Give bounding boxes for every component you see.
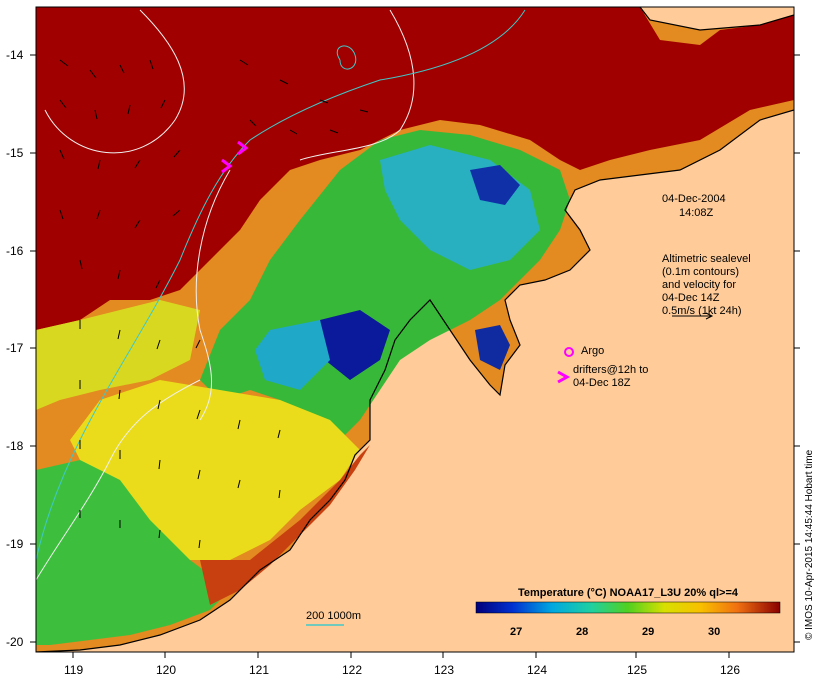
axis-ticks [30, 54, 800, 658]
lon-label: 124 [527, 663, 547, 677]
colorbar-title: Temperature (°C) NOAA17_L3U 20% ql>=4 [518, 587, 739, 599]
drifter-legend: drifters@12h to 04-Dec 18Z [557, 364, 648, 389]
lon-label: 121 [249, 663, 269, 677]
lon-label: 125 [627, 663, 647, 677]
lat-label: -16 [6, 244, 24, 258]
time-label: 14:08Z [679, 207, 714, 219]
coastline [36, 7, 794, 652]
lat-label: -20 [6, 635, 24, 649]
scale-arrowhead-icon [705, 312, 714, 320]
blue-patch-center [320, 310, 390, 380]
warm-water-region [36, 7, 794, 330]
green-region-sw [36, 460, 230, 645]
latitude-labels: -14 -15 -16 -17 -18 -19 -20 [6, 48, 24, 649]
colorbar-tick: 30 [708, 626, 720, 638]
cyan-patch-center [255, 320, 330, 390]
altimetry-line: and velocity for [662, 279, 736, 291]
colorbar-tick: 29 [642, 626, 654, 638]
date-label: 04-Dec-2004 [662, 193, 726, 205]
argo-label: Argo [581, 345, 604, 357]
lon-label: 120 [156, 663, 176, 677]
lon-label: 119 [64, 663, 83, 677]
lon-label: 122 [342, 663, 362, 677]
depth-contours [36, 9, 526, 561]
drifter-markers [221, 140, 249, 174]
lon-label: 126 [720, 663, 740, 677]
sealevel-contours [36, 9, 415, 581]
drifter-line: 04-Dec 18Z [573, 377, 631, 389]
colorbar-gradient [475, 601, 781, 614]
drifter-line: drifters@12h to [573, 364, 648, 376]
colorbar-tick: 27 [510, 626, 522, 638]
velocity-arrows [59, 59, 369, 549]
plot-frame [35, 6, 795, 653]
credit-text: © IMOS 10-Apr-2015 14:45:44 Hobart time [804, 449, 815, 640]
longitude-labels: 119 120 121 122 123 124 125 126 [64, 663, 740, 677]
drifter-marker-icon [557, 370, 571, 384]
orange-coastal-strip [200, 445, 370, 605]
altimetry-line: 0.5m/s (1kt 24h) [662, 305, 741, 317]
lat-label: -14 [6, 48, 24, 62]
altimetry-line: Altimetric sealevel [662, 253, 751, 265]
yellow-region-west [36, 300, 200, 410]
lat-label: -19 [6, 537, 24, 551]
lon-label: 123 [434, 663, 454, 677]
lat-label: -15 [6, 146, 24, 160]
argo-marker-icon [564, 347, 574, 357]
depth-legend: 200 1000m [306, 610, 361, 626]
lat-label: -18 [6, 439, 24, 453]
altimetry-line: (0.1m contours) [662, 266, 739, 278]
colorbar-tick: 28 [576, 626, 588, 638]
depth-label: 200 1000m [306, 610, 361, 622]
altimetry-line: 04-Dec 14Z [662, 292, 720, 304]
altimetry-legend: Altimetric sealevel (0.1m contours) and … [662, 253, 751, 320]
argo-legend: Argo [564, 345, 604, 357]
colorbar: Temperature (°C) NOAA17_L3U 20% ql>=4 27… [475, 587, 781, 638]
blue-patch-bay [475, 325, 510, 370]
lat-label: -17 [6, 341, 24, 355]
blue-patch-north [470, 165, 520, 205]
